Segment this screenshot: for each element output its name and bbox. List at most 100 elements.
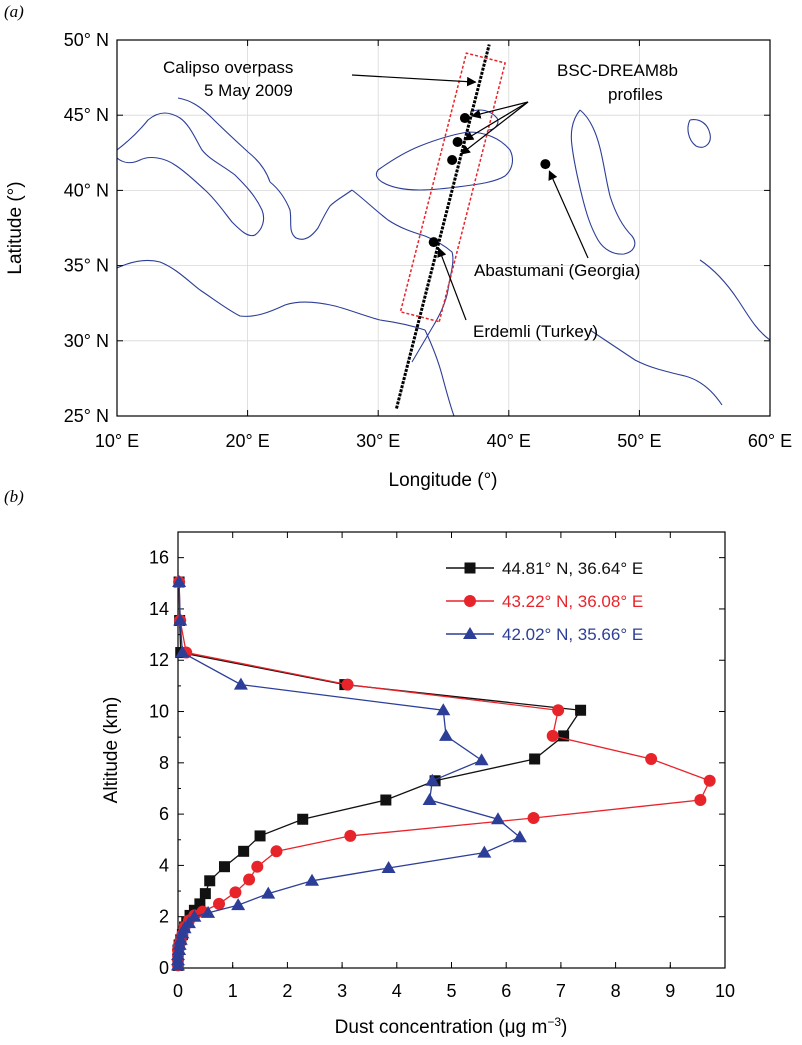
profile-y-tick-label: 8: [159, 753, 169, 773]
profile-data-point: [694, 794, 707, 807]
profile-x-tick-label: 6: [501, 981, 511, 1001]
map-x-axis-title: Longitude (°): [389, 470, 498, 491]
map-frame: [116, 39, 771, 417]
profile-x-ticks: 0 1 2 3 4 5 6 7 8 9 10: [173, 532, 735, 1001]
profile-y-tick-label: 6: [159, 804, 169, 824]
profile-data-point: [270, 845, 283, 858]
profile-data-point: [439, 728, 454, 741]
profile-x-tick-label: 8: [611, 981, 621, 1001]
map-gridlines: [117, 40, 770, 416]
profile-data-point: [231, 898, 246, 911]
coastline-aral: [687, 119, 711, 148]
profile-data-point: [422, 793, 437, 806]
map-y-tick-label: 35° N: [64, 256, 109, 276]
profile-data-point: [204, 875, 216, 887]
profile-data-point: [229, 886, 242, 899]
profile-data-point: [254, 830, 266, 842]
profile-data-point: [213, 897, 226, 910]
profile-data-point: [187, 909, 202, 922]
map-points: [428, 113, 551, 248]
profile-series-3: [171, 575, 527, 971]
bsc-arrow-2: [463, 101, 529, 141]
profile-data-point: [181, 916, 196, 929]
profile-data-point: [558, 730, 570, 742]
profile-x-tick-label: 1: [228, 981, 238, 1001]
coastline-east-gulf: [699, 259, 770, 341]
profile-y-tick-label: 4: [159, 855, 169, 875]
profile-data-point: [261, 886, 276, 899]
legend-marker: [464, 595, 476, 607]
map-x-tick-label: 20° E: [225, 431, 269, 451]
profile-x-tick-label: 9: [665, 981, 675, 1001]
profile-x-axis-title: Dust concentration (μg m−3): [335, 1015, 568, 1038]
panel-b-label: (b): [4, 487, 24, 506]
profile-y-tick-label: 2: [159, 907, 169, 927]
bsc-arrow-3: [460, 101, 529, 155]
coastline-greece: [269, 181, 353, 240]
map-point-1: [459, 113, 470, 124]
map-x-tick-label: 10° E: [95, 431, 139, 451]
legend-item-3: 42.02° N, 35.66° E: [446, 625, 643, 644]
profile-x-tick-label: 5: [446, 981, 456, 1001]
coastline-europe: [117, 112, 265, 237]
profile-data-point: [175, 645, 190, 658]
map-point-4: [540, 159, 551, 170]
profile-data-point: [238, 845, 250, 857]
coastline-north-africa: [117, 259, 426, 331]
profile-data-point: [490, 812, 505, 825]
profile-x-tick-label: 3: [337, 981, 347, 1001]
legend-item-1: 44.81° N, 36.64° E: [446, 559, 643, 578]
panel-a-label: (a): [4, 2, 24, 21]
legend-marker: [464, 562, 476, 574]
map-y-tick-label: 30° N: [64, 331, 109, 351]
profile-data-point: [194, 898, 206, 910]
bsc-arrow-1: [470, 101, 529, 119]
profile-y-axis-title: Altitude (km): [101, 697, 122, 804]
coastline-persian-gulf: [589, 329, 723, 406]
profile-data-point: [251, 860, 264, 873]
profile-y-ticks: 0 2 4 6 8 10 12 14 16: [149, 548, 725, 978]
profile-data-point: [297, 813, 309, 825]
profile-data-point: [380, 794, 392, 806]
map-x-tick-label: 30° E: [356, 431, 400, 451]
calipso-arrow: [351, 74, 477, 87]
profile-data-point: [474, 753, 489, 766]
coastline-red-sea: [424, 329, 455, 416]
map-y-tick-label: 50° N: [64, 30, 109, 50]
calipso-label-line1: Calipso overpass: [163, 58, 293, 77]
coastlines: [117, 97, 770, 416]
coastline-black-sea: [375, 131, 514, 191]
profile-data-point: [477, 845, 492, 858]
map-point-3: [447, 155, 458, 166]
map-panel: (a): [4, 2, 792, 491]
coastline-turkey-levant: [351, 189, 454, 363]
profile-data-point: [527, 811, 540, 824]
bsc-label-line1: BSC-DREAM8b: [557, 61, 678, 80]
profile-series: [171, 575, 716, 972]
profile-x-tick-label: 2: [282, 981, 292, 1001]
map-point-5: [428, 237, 439, 248]
abastumani-arrow: [548, 170, 589, 259]
profile-y-tick-label: 16: [149, 548, 169, 568]
profile-data-point: [199, 888, 211, 900]
map-y-ticks: 25° N 30° N 35° N 40° N 45° N 50° N: [64, 30, 770, 426]
profile-data-point: [425, 773, 440, 786]
map-x-ticks: 10° E 20° E 30° E 40° E 50° E 60° E: [95, 40, 792, 451]
calipso-overpass-track: [395, 44, 491, 409]
profile-x-tick-label: 10: [715, 981, 735, 1001]
profile-data-point: [341, 678, 354, 691]
map-x-tick-label: 50° E: [617, 431, 661, 451]
profile-legend: 44.81° N, 36.64° E 43.22° N, 36.08° E 42.0…: [446, 559, 643, 644]
legend-label: 44.81° N, 36.64° E: [502, 559, 643, 578]
profile-y-tick-label: 10: [149, 702, 169, 722]
profile-data-point: [529, 753, 541, 765]
profile-data-point: [172, 575, 187, 588]
profile-data-point: [436, 703, 451, 716]
profile-y-tick-label: 12: [149, 650, 169, 670]
map-y-axis-title: Latitude (°): [5, 181, 26, 274]
profile-data-point: [344, 829, 357, 842]
map-y-tick-label: 25° N: [64, 406, 109, 426]
legend-label: 43.22° N, 36.08° E: [502, 592, 643, 611]
profile-data-point: [201, 905, 216, 918]
